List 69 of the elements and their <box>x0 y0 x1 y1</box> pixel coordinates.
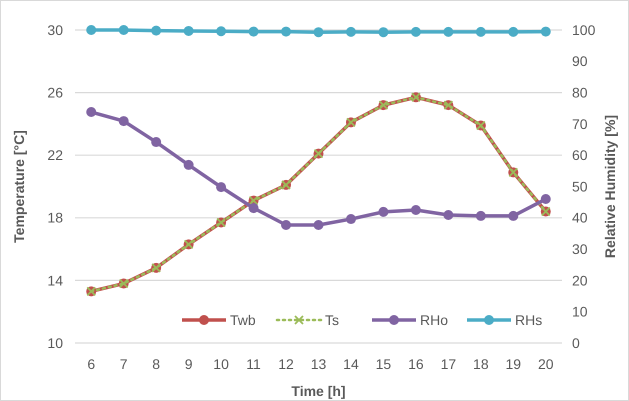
point <box>184 26 194 36</box>
point <box>118 25 129 35</box>
point <box>314 27 324 38</box>
y2-tick-label: 30 <box>572 241 588 257</box>
legend-label: Ts <box>325 312 339 328</box>
y-tick-label: 26 <box>47 84 64 100</box>
y-tick-label: 30 <box>47 22 64 38</box>
point <box>410 204 421 215</box>
point <box>248 203 259 214</box>
point <box>281 26 292 37</box>
x-axis-title: Time [h] <box>291 383 346 399</box>
x-tick-label: 10 <box>213 356 230 372</box>
x-tick-label: 19 <box>506 356 522 372</box>
legend-label: RHo <box>420 312 448 328</box>
x-tick-label: 17 <box>440 356 456 372</box>
y2-tick-label: 70 <box>572 116 588 132</box>
point <box>346 214 356 224</box>
y2-tick-label: 10 <box>572 304 588 320</box>
point <box>184 160 194 170</box>
point <box>314 220 324 230</box>
y-tick-label: 22 <box>47 147 64 164</box>
x-tick-label: 18 <box>473 356 489 372</box>
x-tick-label: 11 <box>246 356 262 372</box>
x-tick-label: 20 <box>538 356 554 372</box>
point <box>410 26 421 37</box>
x-tick-label: 16 <box>408 356 424 372</box>
x-tick-label: 12 <box>278 356 294 372</box>
point <box>508 26 518 37</box>
x-tick-label: 9 <box>184 356 193 372</box>
point <box>216 182 226 192</box>
x-tick-label: 7 <box>120 356 128 372</box>
point <box>540 26 551 37</box>
point <box>508 210 518 221</box>
y2-tick-label: 20 <box>572 272 588 288</box>
point <box>378 27 388 38</box>
point <box>476 210 486 221</box>
x-tick-label: 15 <box>376 356 392 372</box>
y-tick-label: 14 <box>47 272 64 288</box>
legend-label: Twb <box>230 312 256 328</box>
point <box>86 25 96 35</box>
y2-tick-label: 90 <box>572 53 588 70</box>
point <box>476 26 486 37</box>
point <box>443 210 454 220</box>
point <box>378 206 388 217</box>
point <box>216 26 226 36</box>
x-tick-label: 14 <box>343 356 359 372</box>
y2-tick-label: 80 <box>572 84 588 100</box>
point <box>248 26 259 37</box>
legend-label: RHs <box>515 312 542 328</box>
point <box>86 107 96 118</box>
y2-tick-label: 0 <box>572 334 580 351</box>
y2-tick-label: 100 <box>572 22 596 38</box>
y2-tick-label: 60 <box>572 147 588 164</box>
x-tick-label: 13 <box>310 356 326 372</box>
y2-tick-label: 50 <box>572 178 588 194</box>
y-tick-label: 18 <box>47 210 64 226</box>
y-axis-title: Temperature [°C] <box>11 130 27 243</box>
y-tick-label: 10 <box>47 334 64 351</box>
point <box>443 26 454 37</box>
x-tick-label: 8 <box>152 356 160 372</box>
point <box>151 26 162 36</box>
point <box>281 220 292 230</box>
point <box>151 137 162 148</box>
point <box>118 116 129 126</box>
y2-tick-label: 40 <box>572 210 588 226</box>
point <box>540 194 551 204</box>
x-tick-label: 6 <box>87 356 96 372</box>
point <box>346 26 356 37</box>
y2-axis-title: Relative Humidity [%] <box>602 114 618 258</box>
